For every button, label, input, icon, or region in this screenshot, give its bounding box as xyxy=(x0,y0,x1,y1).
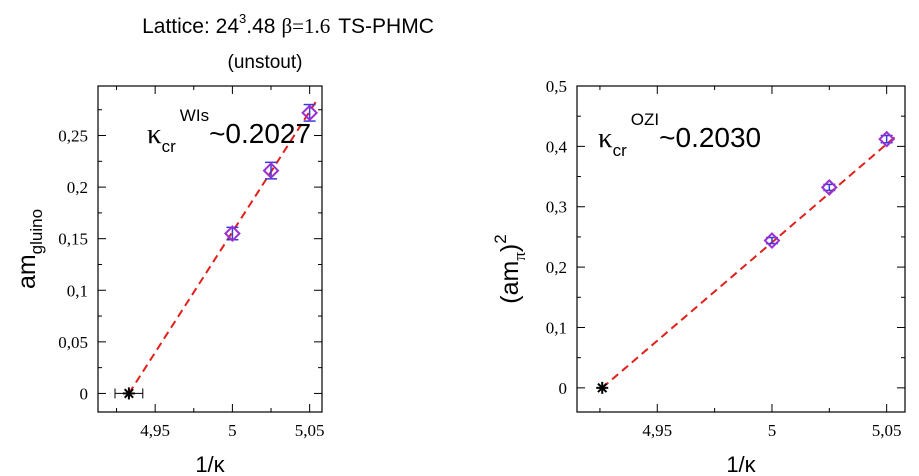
y-axis-label: amgluino xyxy=(13,209,46,289)
y-tick-label: 0,15 xyxy=(58,230,88,249)
axis-ticks xyxy=(577,85,905,412)
y-tick-label: 0,1 xyxy=(546,318,567,337)
title-mid: .48 xyxy=(246,15,275,38)
fit-line-segment xyxy=(601,133,899,389)
diamond-marker xyxy=(878,130,896,148)
title-method: TS-PHMC xyxy=(338,15,434,38)
title-beta: β=1.6 xyxy=(281,14,330,38)
x-tick-label: 5 xyxy=(228,421,237,440)
y-tick-label: 0,05 xyxy=(58,333,88,352)
fit-line xyxy=(128,98,319,394)
figure-title: Lattice: 243.48 β=1.6 TS-PHMC (unstout) xyxy=(142,11,434,73)
title-sup: 3 xyxy=(239,11,246,26)
x-tick-label: 4,95 xyxy=(642,421,672,440)
fit-line-segment xyxy=(128,98,319,394)
tick-labels: 4,95 5 5,05 0 0,05 0,1 0,15 0,2 0,25 xyxy=(58,127,324,440)
fit-line xyxy=(601,133,899,389)
tick-labels: 4,95 5 5,05 0 0,1 0,2 0,3 0,4 0,5 xyxy=(546,77,902,440)
x-axis-label: 1/κ xyxy=(726,452,756,476)
data-points xyxy=(763,130,896,249)
y-tick-label: 0 xyxy=(559,379,568,398)
data-points xyxy=(223,103,319,242)
plot-frame xyxy=(97,85,323,413)
axis-ticks xyxy=(98,86,322,412)
plot-frame xyxy=(576,85,906,413)
extrapolated-point xyxy=(114,387,144,400)
x-tick-label: 5,05 xyxy=(295,421,325,440)
chart-left: 4,95 5 5,05 0 0,05 0,1 0,15 0,2 0,25 κcrWIs~0.20… xyxy=(13,85,325,476)
y-tick-label: 0,1 xyxy=(67,281,88,300)
diamond-marker xyxy=(223,225,241,242)
y-tick-label: 0,25 xyxy=(58,127,88,146)
svg-text:Lattice: 243.48β=1.6TS-PHMC: Lattice: 243.48 β=1.6 TS-PHMC xyxy=(142,11,434,38)
kappa-annotation: κcrWIs~0.2027 xyxy=(147,106,311,156)
title-prefix: Lattice: 24 xyxy=(142,15,239,38)
y-tick-label: 0,2 xyxy=(67,178,88,197)
x-tick-label: 4,95 xyxy=(140,421,170,440)
y-tick-label: 0,5 xyxy=(546,77,567,96)
figure-subtitle: (unstout) xyxy=(228,52,303,73)
y-tick-label: 0,3 xyxy=(546,198,567,217)
x-axis-label: 1/κ xyxy=(195,452,225,476)
x-tick-label: 5 xyxy=(768,421,777,440)
diamond-marker xyxy=(763,232,781,249)
kappa-annotation: κcrOZI~0.2030 xyxy=(598,110,761,160)
extrapolated-point xyxy=(596,381,609,394)
diamond-marker xyxy=(820,179,838,196)
asterisk-stroke xyxy=(597,382,608,393)
x-tick-label: 5,05 xyxy=(872,421,902,440)
y-tick-label: 0,4 xyxy=(546,137,568,156)
y-tick-label: 0,2 xyxy=(546,258,567,277)
asterisk-stroke xyxy=(123,388,134,399)
y-axis-label: (amπ)2 xyxy=(491,234,529,303)
y-tick-label: 0 xyxy=(80,384,89,403)
diamond-marker xyxy=(262,162,280,180)
diamond-marker xyxy=(301,104,319,122)
